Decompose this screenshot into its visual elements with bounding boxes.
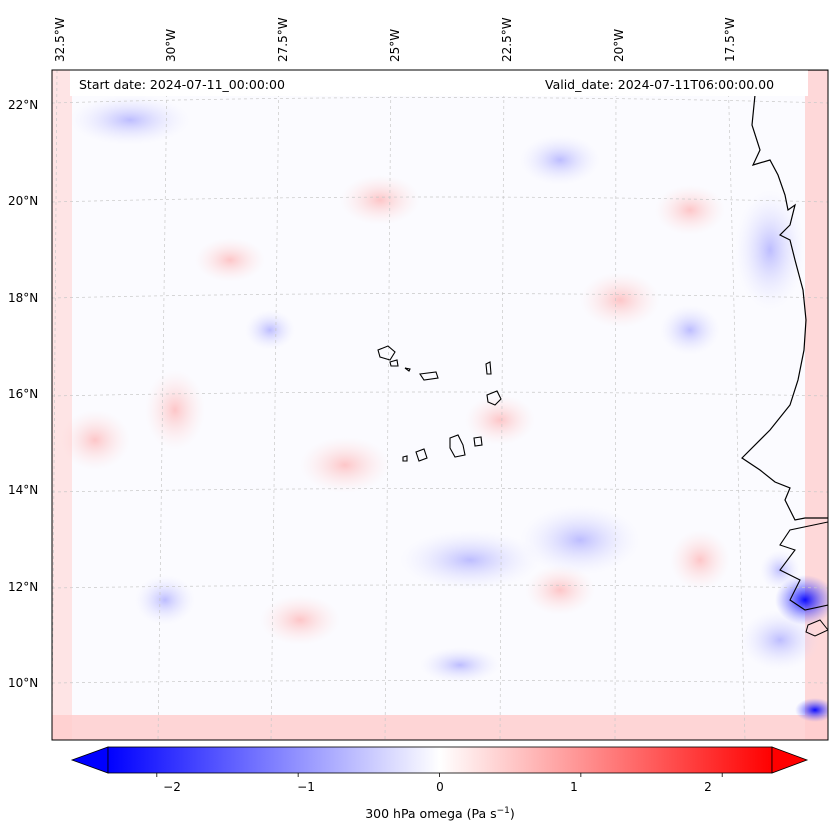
colorbar-tick-label: 0 xyxy=(436,780,444,794)
colorbar xyxy=(70,746,809,777)
colorbar-tick-label: −1 xyxy=(297,780,315,794)
colorbar-title: 300 hPa omega (Pa s−1) xyxy=(0,806,837,821)
lon-label: 25°W xyxy=(388,28,402,62)
colorbar-min-extend xyxy=(70,746,109,774)
lon-label: 32.5°W xyxy=(53,17,67,62)
lon-label: 22.5°W xyxy=(500,17,514,62)
omega-field xyxy=(52,70,828,740)
lat-label: 18°N xyxy=(8,291,39,305)
valid-date-label: Valid_date: 2024-07-11T06:00:00.00 xyxy=(545,77,775,92)
lat-label: 12°N xyxy=(8,580,39,594)
lat-label: 10°N xyxy=(8,676,39,690)
lat-label: 20°N xyxy=(8,194,39,208)
lon-label: 27.5°W xyxy=(276,17,290,62)
colorbar-units-exponent: −1 xyxy=(496,806,510,816)
lon-label: 20°W xyxy=(612,28,626,62)
start-date-label: Start date: 2024-07-11_00:00:00 xyxy=(79,77,285,92)
lon-label: 30°W xyxy=(164,28,178,62)
lon-label: 17.5°W xyxy=(723,17,737,62)
graticule xyxy=(52,70,828,740)
colorbar-tick-label: −2 xyxy=(163,780,181,794)
colorbar-tick-label: 1 xyxy=(570,780,578,794)
cape-verde-islands xyxy=(377,345,502,462)
map-frame xyxy=(51,69,829,741)
colorbar-tick-label: 2 xyxy=(704,780,712,794)
lat-label: 14°N xyxy=(8,483,39,497)
colorbar-variable-close: ) xyxy=(509,806,515,822)
lat-label: 16°N xyxy=(8,387,39,401)
colorbar-gradient xyxy=(107,746,773,774)
africa-coastline xyxy=(741,70,828,521)
lat-label: 22°N xyxy=(8,98,39,112)
colorbar-max-extend xyxy=(771,746,809,774)
colorbar-variable: 300 hPa omega (Pa s xyxy=(365,806,497,822)
